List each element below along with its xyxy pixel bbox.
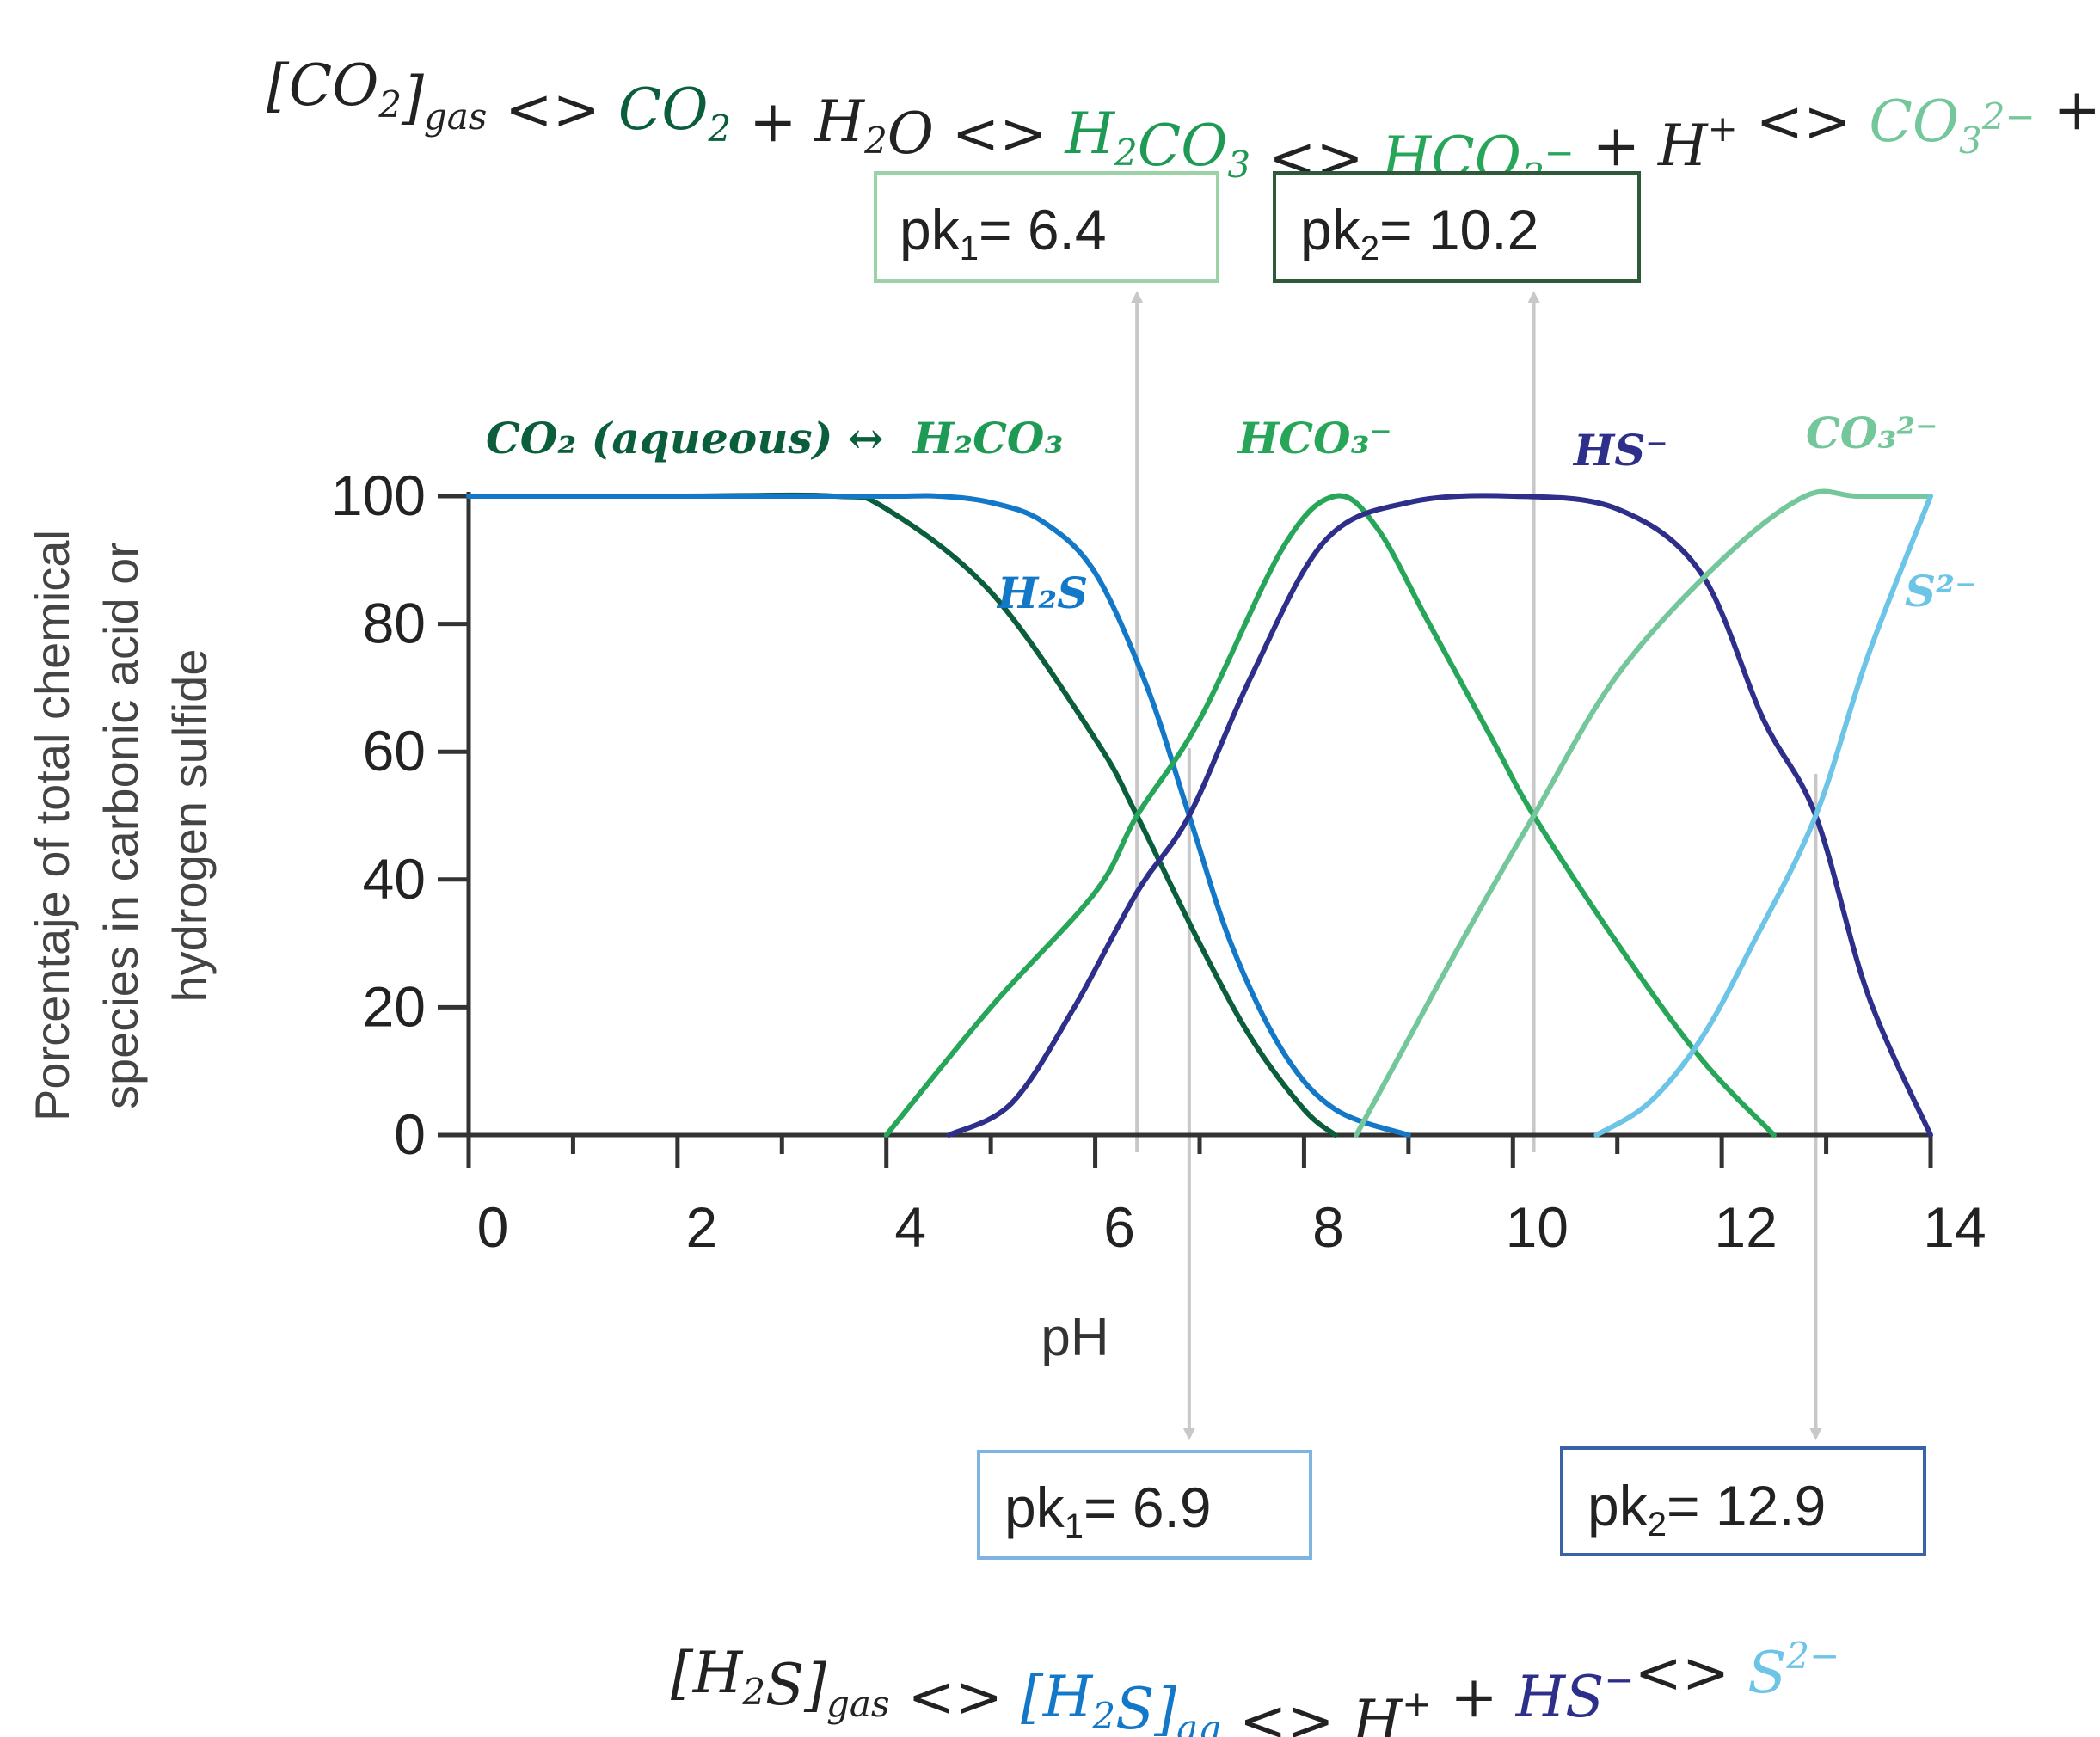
equation-term: CO	[1138, 113, 1228, 179]
pk-subscript: 1	[1065, 1507, 1084, 1545]
equation-subscript: 2	[741, 1671, 765, 1713]
equation-term: HS	[1515, 1664, 1605, 1730]
s2-annotation: S²⁻	[1905, 566, 1977, 617]
equation-term: <>	[1635, 1640, 1748, 1706]
x-tick-label: 4	[894, 1195, 926, 1259]
hs-line	[946, 493, 1933, 1138]
pk-arrows	[1131, 291, 1822, 1440]
y-tick-label: 20	[363, 974, 426, 1038]
equation-term: + H	[2036, 77, 2100, 143]
y-tick-label: 40	[363, 847, 426, 911]
equation-term: [H	[1021, 1664, 1094, 1730]
equation-subscript: aq	[1176, 1707, 1221, 1737]
equation-term: + H	[731, 89, 865, 155]
sulfide-equilibrium-equation: [H2S]gas <> [H2S]aq <> H+ + HS−<> S2−	[671, 1635, 1839, 1737]
pk-value: = 6.4	[979, 198, 1107, 261]
equation-superscript: 2−	[1785, 1635, 1839, 1677]
pk-subscript: 2	[1648, 1506, 1667, 1544]
svg-text:pk2= 10.2: pk2= 10.2	[1300, 198, 1538, 267]
svg-text:pk1= 6.9: pk1= 6.9	[1004, 1476, 1212, 1545]
hco3-line	[883, 493, 1777, 1138]
pk-subscript: 1	[960, 230, 979, 267]
series-lines	[466, 488, 1933, 1138]
pk1-carbonate-box: pk1= 6.4	[874, 171, 1219, 283]
co3-line	[1354, 488, 1933, 1138]
pk-subscript: 2	[1360, 230, 1379, 267]
equation-subscript: 3	[1227, 144, 1250, 186]
y-axis-label-line: Porcentaje of total chemical	[25, 530, 79, 1121]
equation-superscript: −	[1544, 132, 1575, 174]
h2s-annotation: H₂S	[996, 568, 1088, 618]
equation-superscript: 2−	[1981, 95, 2036, 138]
equation-superscript: +	[1708, 107, 1738, 150]
pk-label: pk	[900, 198, 961, 261]
pk-label: pk	[1300, 198, 1361, 261]
equation-term: <>	[890, 1664, 1022, 1730]
x-tick-label: 12	[1714, 1195, 1777, 1259]
equation-term: S]	[1115, 1676, 1176, 1737]
y-tick-label: 100	[331, 463, 426, 527]
pk-value: = 12.9	[1667, 1474, 1826, 1538]
x-tick-label: 6	[1103, 1195, 1135, 1259]
svg-text:pk2= 12.9: pk2= 12.9	[1587, 1474, 1826, 1544]
equation-term: + H	[1575, 113, 1709, 179]
equation-term: [CO	[267, 52, 378, 119]
pk-label: pk	[1004, 1476, 1065, 1539]
equation-term: <>	[1738, 89, 1870, 155]
equation-subscript: 3	[1959, 120, 1982, 162]
s2-line	[1593, 494, 1933, 1138]
pk-value: = 6.9	[1084, 1476, 1212, 1539]
y-tick-label: 60	[363, 719, 426, 783]
equation-subscript: gas	[826, 1683, 889, 1725]
equation-subscript: 2	[1114, 132, 1138, 174]
pk2-carbonate-box: pk2= 10.2	[1273, 171, 1641, 283]
equation-superscript: +	[1402, 1683, 1432, 1725]
equation-term: [H	[671, 1640, 744, 1706]
pk-label: pk	[1587, 1474, 1649, 1538]
axes: 0 20 40 60 80 100 0 2 4 6 8 10 12 14	[331, 463, 1986, 1259]
x-axis-label: pH	[1041, 1308, 1108, 1367]
series-annotations: CO₂ (aqueous) ↔ H₂CO₃ HCO₃⁻ HS⁻ CO₃²⁻ H₂S S²⁻	[486, 408, 1977, 618]
equation-superscript: −	[1604, 1659, 1634, 1701]
equation-subscript: gas	[424, 95, 487, 138]
equation-subscript: 2	[863, 120, 887, 162]
equation-subscript: 2	[378, 83, 402, 126]
y-axis-label-line: species in carbonic acid or	[94, 542, 148, 1109]
equation-term: CO	[1869, 89, 1959, 155]
equation-term: <> H	[1221, 1688, 1403, 1737]
equation-term: H	[1064, 101, 1115, 167]
equation-term: <>	[487, 77, 618, 143]
hco3-annotation: HCO₃⁻	[1237, 413, 1392, 463]
x-tick-label: 2	[685, 1195, 717, 1259]
co2-aqueous-annotation: CO₂ (aqueous) ↔	[486, 413, 884, 463]
equation-term: S]	[765, 1652, 826, 1718]
co2-aqueous-line	[466, 492, 1338, 1138]
equation-subscript: 2	[708, 107, 732, 150]
h2co3-annotation: H₂CO₃	[912, 413, 1063, 463]
x-tick-label: 0	[477, 1195, 509, 1259]
svg-text:pk1= 6.4: pk1= 6.4	[900, 198, 1107, 267]
x-tick-label: 8	[1312, 1195, 1344, 1259]
h2s-line	[466, 493, 1411, 1138]
x-tick-label: 14	[1923, 1195, 1986, 1259]
equation-term: O <>	[887, 101, 1065, 167]
pk-value: = 10.2	[1379, 198, 1538, 261]
equation-term: +	[1432, 1664, 1515, 1730]
equation-term: S	[1747, 1640, 1786, 1706]
y-axis-label-line: hydrogen sulfide	[163, 649, 217, 1003]
pk2-sulfide-box: pk2= 12.9	[1560, 1446, 1926, 1556]
equation-subscript: 2	[1091, 1695, 1115, 1737]
y-axis-label: Porcentaje of total chemical species in c…	[25, 530, 217, 1121]
hs-annotation: HS⁻	[1572, 425, 1668, 476]
equation-term: CO	[618, 77, 709, 143]
co3-annotation: CO₃²⁻	[1806, 408, 1938, 458]
pk1-sulfide-box: pk1= 6.9	[977, 1450, 1312, 1560]
y-tick-label: 80	[363, 592, 426, 655]
y-tick-label: 0	[394, 1102, 426, 1166]
equation-term: ]	[401, 64, 424, 131]
x-tick-label: 10	[1506, 1195, 1569, 1259]
